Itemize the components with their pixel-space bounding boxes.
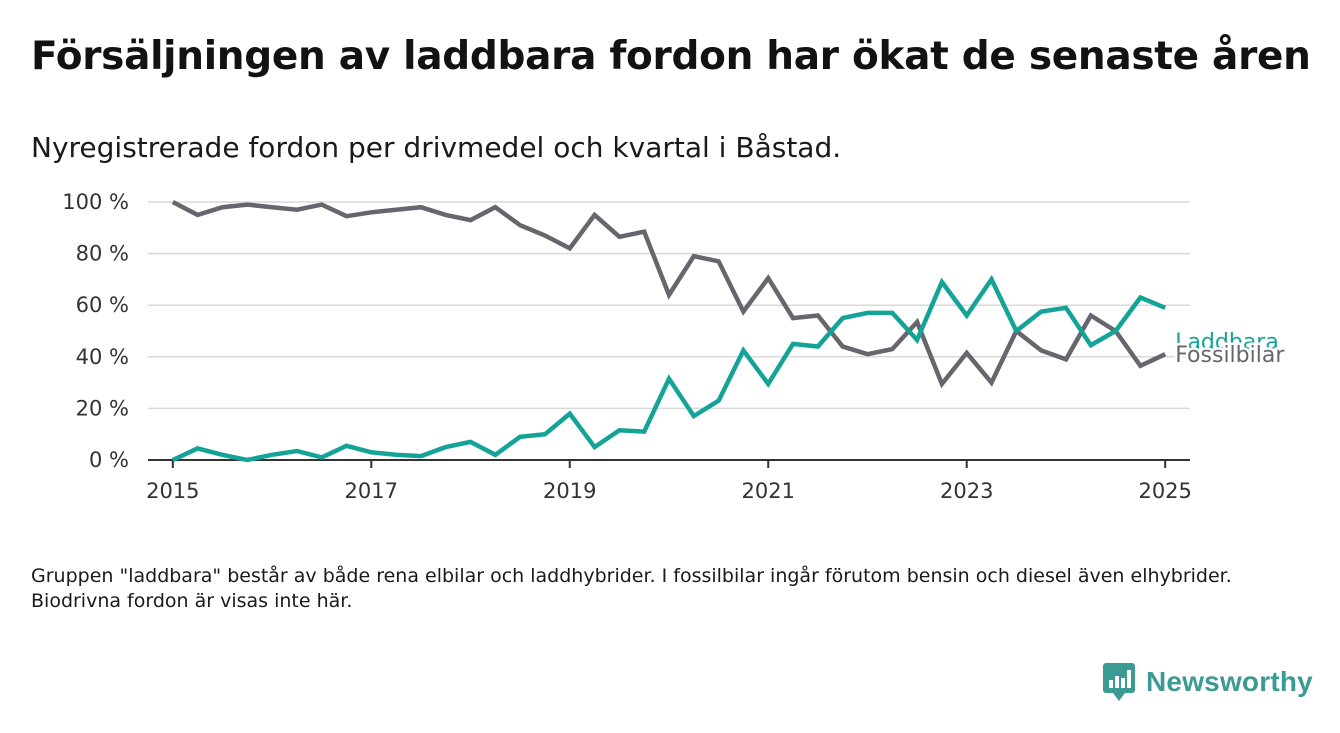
footnote: Gruppen "laddbara" består av både rena e… — [31, 565, 1232, 612]
y-tick-label: 100 % — [62, 190, 129, 214]
brand-logo: Newsworthy — [1102, 661, 1313, 703]
axes: 0 % 20 % 40 % 60 % 80 % 100 % 2015 2017 2019 2021… — [62, 190, 1192, 503]
x-tick-label: 2015 — [146, 479, 199, 503]
x-tick-label: 2017 — [345, 479, 398, 503]
series-label-fossilbilar: Fossilbilar — [1175, 343, 1285, 368]
x-tick-label: 2023 — [940, 479, 993, 503]
y-tick-label: 80 % — [76, 242, 129, 266]
chart-subtitle: Nyregistrerade fordon per drivmedel och … — [31, 131, 842, 164]
bar-chart-icon — [1103, 663, 1135, 701]
series-lines — [171, 200, 1167, 463]
x-tick-label: 2019 — [543, 479, 596, 503]
line-chart: 0 % 20 % 40 % 60 % 80 % 100 % 2015 2017 2019 2021… — [62, 190, 1288, 503]
series-label-laddbara: Laddbara — [1175, 330, 1279, 355]
y-tick-label: 40 % — [76, 345, 129, 369]
x-tick-label: 2021 — [742, 479, 795, 503]
y-tick-label: 60 % — [76, 293, 129, 317]
y-tick-label: 20 % — [76, 396, 129, 420]
y-tick-label: 0 % — [89, 448, 129, 472]
chart-title: Försäljningen av laddbara fordon har öka… — [31, 34, 1311, 79]
brand-name: Newsworthy — [1146, 666, 1313, 697]
series-line-laddbara — [171, 274, 1167, 463]
series-line-fossilbilar — [171, 200, 1167, 389]
x-tick-label: 2025 — [1138, 479, 1191, 503]
grid-lines — [148, 201, 1190, 410]
